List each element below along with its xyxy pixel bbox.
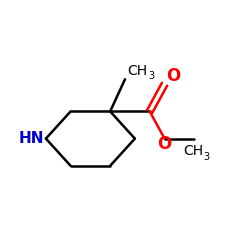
Text: CH: CH [183, 144, 203, 158]
Text: HN: HN [18, 131, 44, 146]
Text: O: O [166, 66, 180, 84]
Text: 3: 3 [148, 71, 154, 81]
Text: O: O [158, 134, 172, 152]
Text: CH: CH [128, 64, 148, 78]
Text: 3: 3 [203, 152, 209, 162]
